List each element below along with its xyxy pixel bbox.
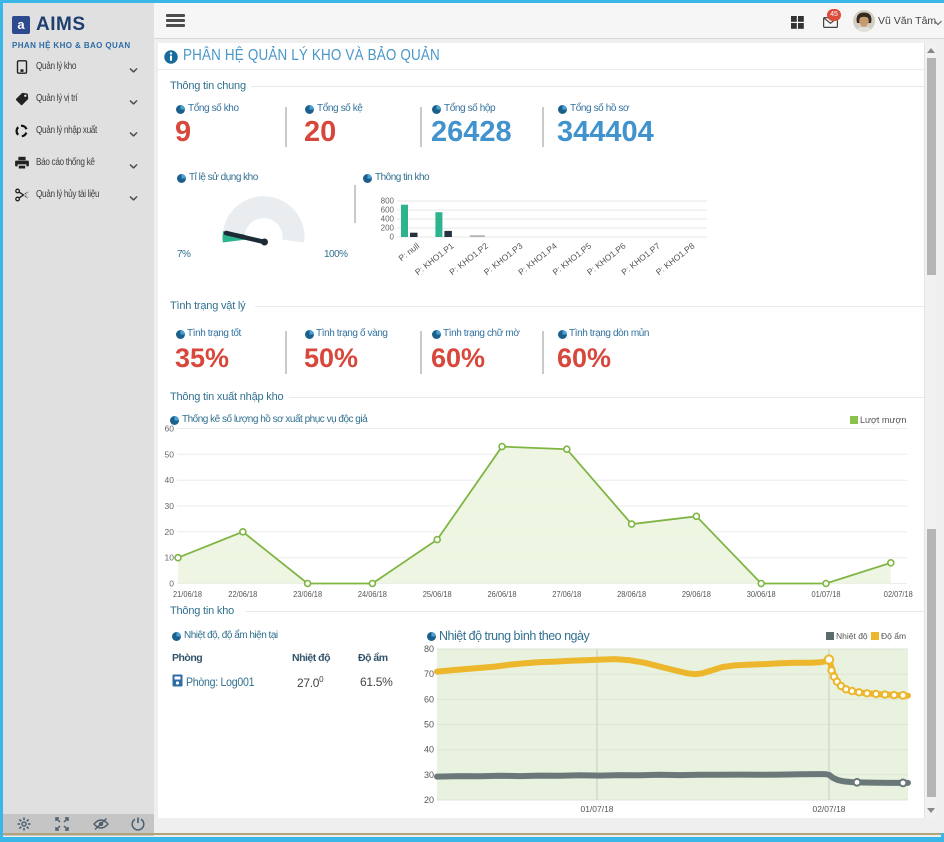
svg-text:02/07/18: 02/07/18 [884,589,913,599]
svg-text:24/06/18: 24/06/18 [358,589,387,599]
svg-text:600: 600 [381,206,395,215]
svg-text:400: 400 [381,215,395,224]
svg-text:20: 20 [424,795,434,805]
svg-text:60: 60 [165,425,175,434]
svg-text:30/06/18: 30/06/18 [747,589,776,599]
svg-text:P: null: P: null [396,241,421,263]
svg-text:29/06/18: 29/06/18 [682,589,711,599]
svg-text:25/06/18: 25/06/18 [423,589,452,599]
svg-text:23/06/18: 23/06/18 [293,589,322,599]
svg-text:02/07/18: 02/07/18 [813,804,846,814]
svg-text:800: 800 [381,197,395,206]
svg-text:26/06/18: 26/06/18 [488,589,517,599]
svg-text:20: 20 [165,527,175,537]
svg-text:01/07/18: 01/07/18 [812,589,841,599]
svg-text:40: 40 [424,745,434,755]
svg-text:0: 0 [169,579,174,589]
svg-text:80: 80 [424,644,434,654]
svg-text:22/06/18: 22/06/18 [228,589,257,599]
svg-text:30: 30 [424,770,434,780]
svg-text:40: 40 [165,475,175,485]
svg-text:60: 60 [424,694,434,704]
svg-text:30: 30 [165,501,175,511]
svg-text:50: 50 [424,720,434,730]
svg-text:28/06/18: 28/06/18 [617,589,646,599]
svg-text:27/06/18: 27/06/18 [552,589,581,599]
svg-text:21/06/18: 21/06/18 [173,589,202,599]
svg-text:01/07/18: 01/07/18 [581,804,614,814]
svg-text:P: KHO1.P8: P: KHO1.P8 [654,241,697,278]
svg-text:50: 50 [165,449,175,459]
svg-text:70: 70 [424,669,434,679]
svg-text:10: 10 [165,553,175,563]
svg-text:0: 0 [390,233,395,242]
svg-text:200: 200 [381,224,395,233]
